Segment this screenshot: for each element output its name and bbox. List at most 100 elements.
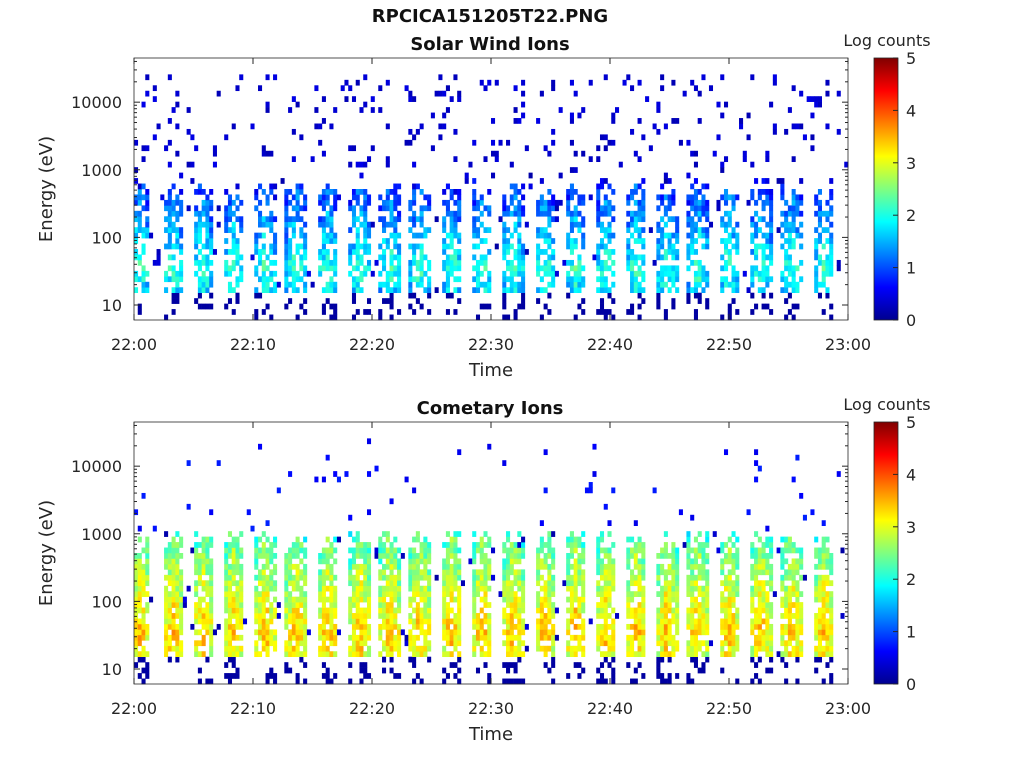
spectrogram-cell — [258, 199, 263, 206]
spectrogram-cell — [284, 281, 289, 288]
spectrogram-cell — [671, 591, 676, 597]
spectrogram-cell — [397, 640, 402, 647]
spectrogram-cell — [569, 618, 574, 625]
spectrogram-cell — [750, 607, 755, 614]
spectrogram-cell — [254, 651, 259, 658]
spectrogram-cell — [821, 634, 826, 641]
spectrogram-cell — [231, 656, 236, 663]
spectrogram-cell — [566, 574, 571, 581]
spectrogram-cell — [393, 558, 398, 565]
spectrogram-cell — [134, 199, 139, 206]
spectrogram-cell — [487, 227, 492, 233]
spectrogram-cell — [630, 221, 635, 228]
spectrogram-cell — [814, 199, 819, 206]
spectrogram-cell — [303, 629, 308, 636]
spectrogram-cell — [663, 553, 668, 559]
spectrogram-cell — [584, 487, 590, 494]
spectrogram-cell — [727, 574, 732, 581]
spectrogram-cell — [284, 205, 289, 212]
spectrogram-cell — [348, 607, 353, 614]
spectrogram-cell — [276, 487, 281, 494]
spectrogram-cell — [630, 651, 635, 658]
spectrogram-cell — [701, 553, 706, 559]
spectrogram-cell — [573, 287, 578, 294]
spectrogram-cell — [769, 569, 774, 576]
spectrogram-cell — [141, 651, 146, 658]
spectrogram-cell — [186, 503, 191, 510]
spectrogram-cell — [415, 651, 420, 658]
spectrogram-cell — [258, 85, 263, 92]
spectrogram-cell — [389, 607, 394, 614]
spectrogram-cell — [179, 640, 184, 647]
spectrogram-cell — [423, 596, 428, 603]
spectrogram-cell — [795, 651, 800, 658]
spectrogram-cell — [513, 205, 518, 212]
spectrogram-cell — [761, 259, 766, 266]
spectrogram-cell — [419, 123, 424, 130]
spectrogram-cell — [671, 613, 676, 619]
spectrogram-cell — [656, 662, 661, 668]
spectrogram-cell — [577, 602, 582, 608]
spectrogram-cell — [273, 585, 278, 592]
spectrogram-cell — [551, 276, 556, 283]
spectrogram-cell — [509, 634, 514, 641]
spectrogram-cell — [787, 569, 792, 576]
spectrogram-cell — [506, 205, 511, 212]
spectrogram-cell — [366, 232, 372, 239]
spectrogram-cell — [475, 259, 481, 266]
spectrogram-cell — [239, 265, 244, 272]
spectrogram-cell — [137, 602, 142, 608]
spectrogram-cell — [667, 243, 672, 250]
spectrogram-cell — [630, 128, 635, 135]
spectrogram-cell — [701, 276, 706, 283]
spectrogram-cell — [494, 150, 499, 157]
spectrogram-cell — [295, 547, 300, 554]
spectrogram-cell — [735, 585, 740, 592]
spectrogram-cell — [697, 591, 702, 597]
spectrogram-cell — [780, 178, 785, 184]
spectrogram-cell — [442, 667, 447, 674]
spectrogram-cell — [453, 662, 458, 668]
spectrogram-cell — [750, 618, 755, 625]
spectrogram-cell — [284, 574, 289, 581]
spectrogram-cell — [134, 634, 139, 641]
spectrogram-cell — [445, 210, 450, 217]
spectrogram-cell — [509, 210, 514, 217]
spectrogram-cell — [475, 580, 481, 587]
spectrogram-cell — [521, 542, 526, 548]
spectrogram-cell — [569, 183, 574, 190]
spectrogram-cell — [603, 194, 608, 201]
spectrogram-cell — [697, 270, 702, 277]
spectrogram-cell — [235, 585, 240, 592]
spectrogram-cell — [761, 640, 766, 647]
spectrogram-cell — [727, 596, 732, 603]
spectrogram-cell — [235, 591, 240, 597]
spectrogram-cell — [547, 629, 552, 636]
spectrogram-cell — [182, 602, 187, 608]
spectrogram-cell — [284, 276, 289, 283]
spectrogram-cell — [412, 580, 417, 587]
spectrogram-cell — [723, 449, 729, 456]
spectrogram-cell — [295, 585, 300, 592]
spectrogram-cell — [731, 531, 736, 537]
spectrogram-cell — [291, 563, 296, 570]
spectrogram-cell — [573, 542, 578, 548]
spectrogram-cell — [453, 259, 458, 266]
spectrogram-cell — [423, 542, 428, 548]
spectrogram-cell — [787, 629, 792, 636]
spectrogram-cell — [393, 183, 398, 190]
spectrogram-cell — [254, 547, 259, 554]
spectrogram-cell — [171, 563, 176, 570]
spectrogram-cell — [603, 199, 608, 206]
spectrogram-cell — [735, 640, 740, 647]
spectrogram-cell — [164, 199, 169, 206]
spectrogram-cell — [663, 178, 668, 184]
spectrogram-cell — [829, 656, 834, 663]
spectrogram-cell — [686, 254, 691, 261]
spectrogram-cell — [554, 216, 559, 223]
spectrogram-cell — [547, 585, 552, 592]
spectrogram-cell — [284, 221, 289, 228]
spectrogram-cell — [663, 618, 668, 625]
spectrogram-cell — [671, 542, 676, 548]
spectrogram-cell — [141, 492, 146, 499]
